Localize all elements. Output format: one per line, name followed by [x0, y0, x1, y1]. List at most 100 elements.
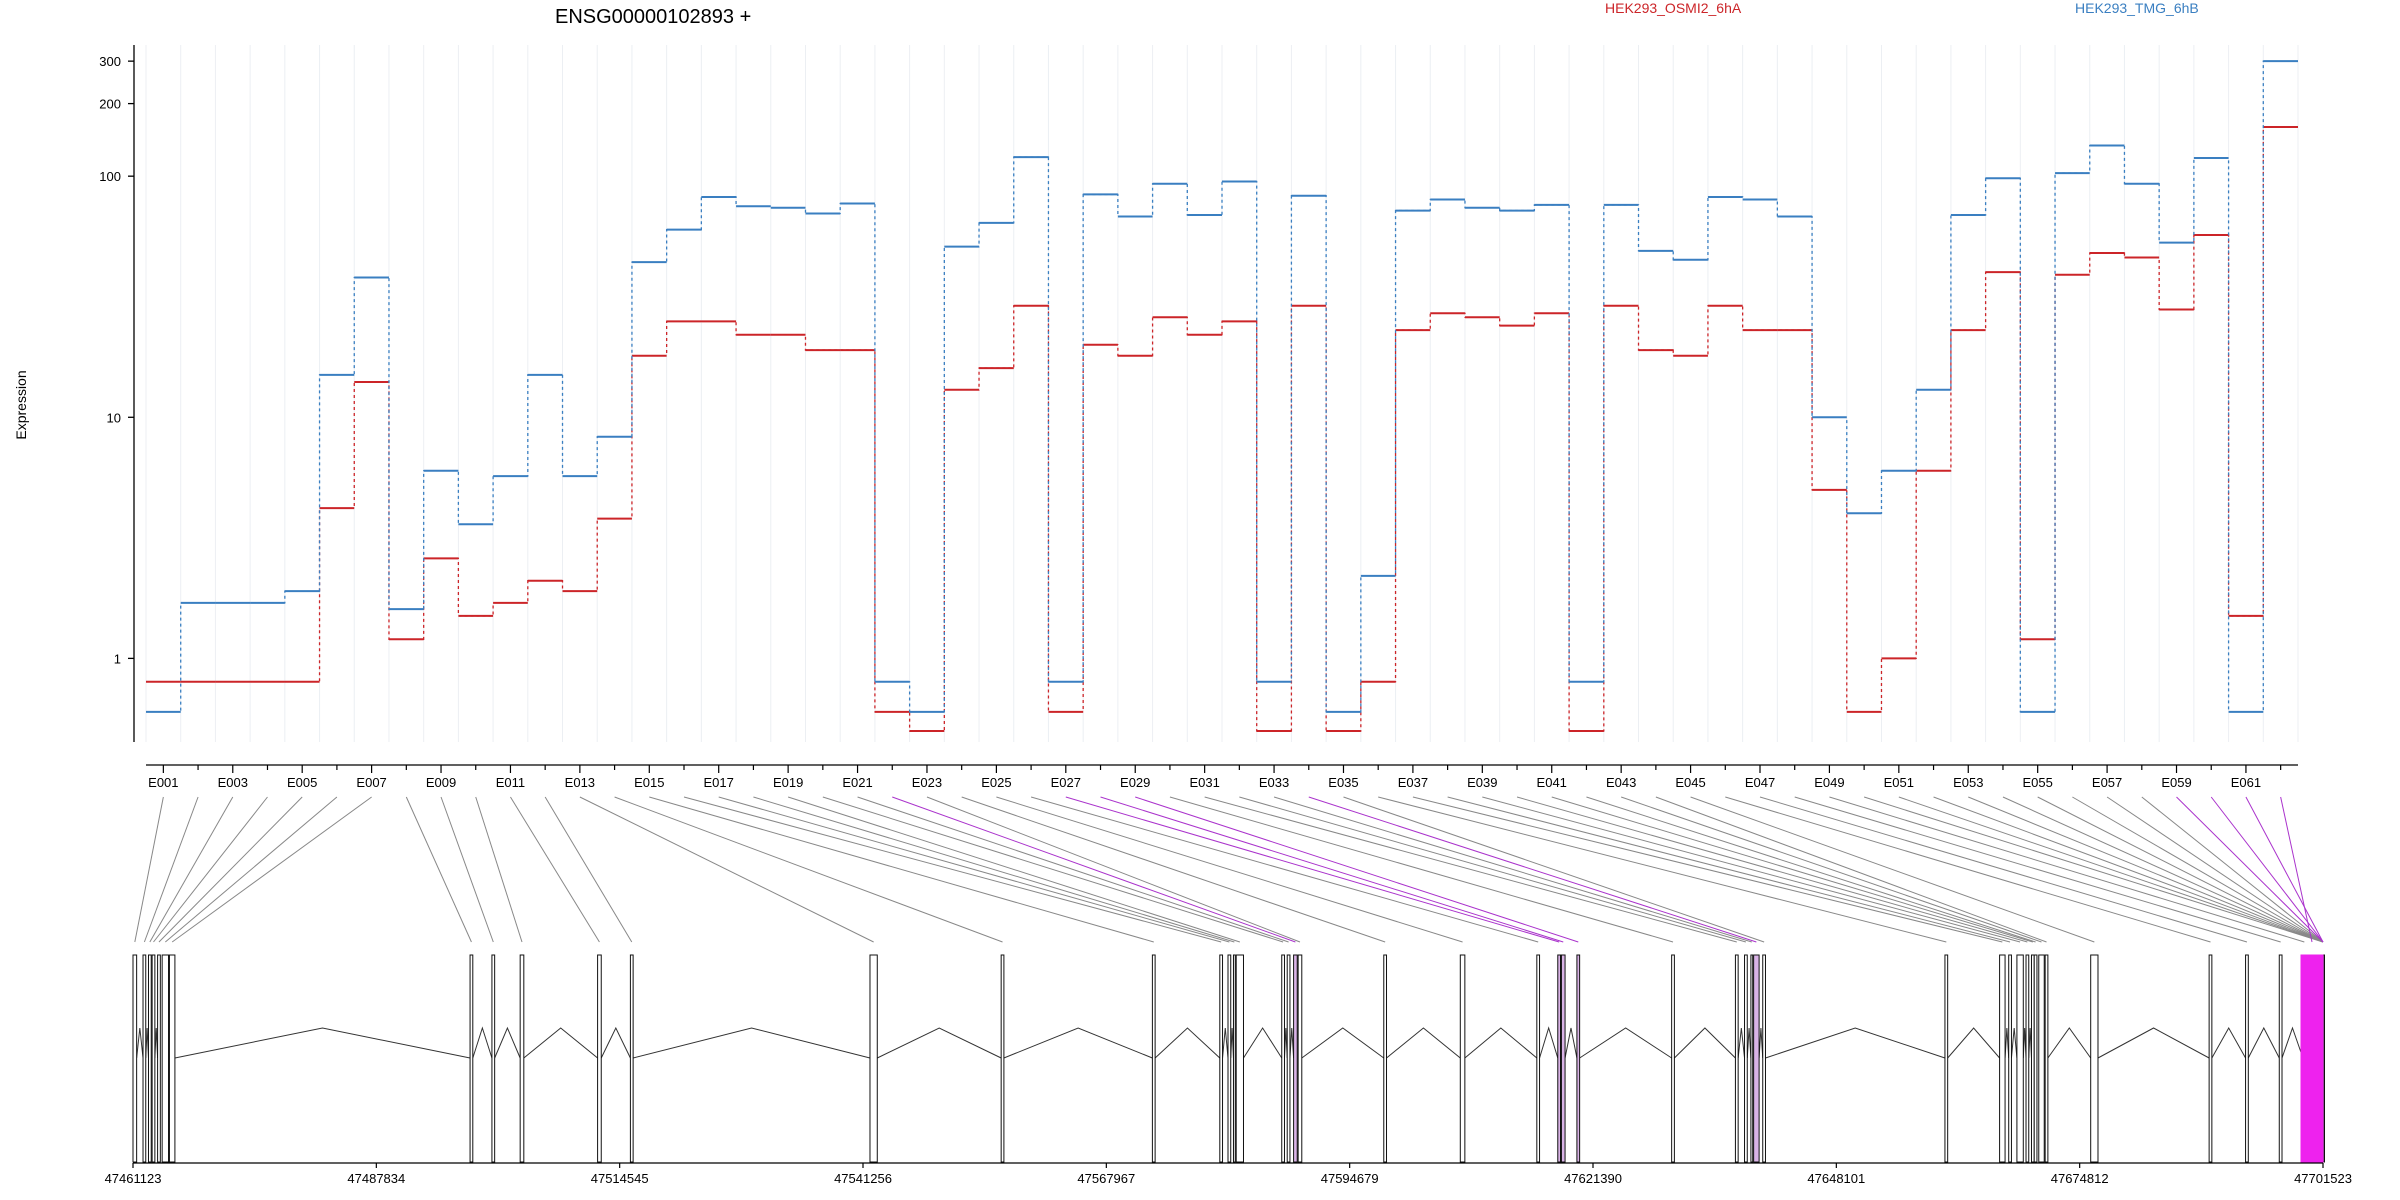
exon-box: [1219, 954, 1224, 1163]
exon-box: [2278, 954, 2283, 1163]
exon-connector: [1239, 796, 1747, 943]
intron-line: [1746, 1027, 1752, 1059]
exon-box: [2016, 954, 2024, 1163]
exon-box: [1459, 954, 1466, 1163]
exon-connector: [2106, 796, 2324, 943]
intron-line: [1564, 1027, 1578, 1059]
exon-box: [1286, 954, 1291, 1163]
exon-connector: [718, 796, 1230, 943]
exon-box: [1151, 954, 1156, 1163]
legend-entry-tmg: HEK293_TMG_6hB: [2075, 0, 2199, 16]
exon-box: [1734, 954, 1739, 1163]
exon-connector: [857, 796, 1289, 943]
exon-connector: [1794, 796, 2281, 943]
genomic-coordinate-axis: 47461123 47487834 47514545 47541256 47567967…: [105, 1162, 2352, 1186]
exon-box: [1762, 954, 1766, 1163]
exon-connector: [1586, 796, 2036, 943]
exon-tick-label: E039: [1467, 775, 1497, 790]
exon-connector: [2280, 796, 2313, 943]
genomic-tick-label: 47541256: [834, 1171, 892, 1186]
exon-tick-label: E059: [2161, 775, 2191, 790]
exon-connector: [1412, 796, 2003, 943]
intron-line: [1222, 1027, 1229, 1059]
y-tick-label: 1: [114, 651, 121, 666]
intron-line: [633, 1027, 871, 1059]
exon-box: [2208, 954, 2213, 1163]
exon-connector: [153, 796, 268, 943]
exon-connector: [1829, 796, 2305, 943]
exon-box: [1235, 954, 1244, 1163]
y-tick-label: 100: [99, 169, 121, 184]
exon-connector: [579, 796, 874, 943]
exon-box: [1753, 954, 1760, 1163]
exon-connector: [171, 796, 372, 943]
gene-model: [132, 954, 2325, 1163]
exon-box: [1000, 954, 1005, 1163]
exon-connector: [2037, 796, 2324, 943]
exon-box: [1999, 954, 2006, 1163]
exon-tick-label: E035: [1328, 775, 1358, 790]
exon-connector: [822, 796, 1284, 943]
intron-line: [2047, 1027, 2092, 1059]
exon-connector: [1100, 796, 1564, 943]
exon-tick-label: E045: [1675, 775, 1705, 790]
exon-connector: [1968, 796, 2324, 943]
exon-tick-label: E019: [773, 775, 803, 790]
intron-line: [2281, 1026, 2304, 1059]
exon-tick-label: E005: [287, 775, 317, 790]
series-lines: [146, 60, 2298, 732]
exon-connector: [1725, 796, 2211, 943]
series-line: [146, 60, 2298, 713]
exon-connector: [1898, 796, 2324, 943]
intron-line: [472, 1026, 493, 1059]
exon-connector: [1516, 796, 2028, 943]
exon-connector: [2210, 796, 2324, 943]
intron-line: [1737, 1027, 1746, 1059]
exon-connector: [926, 796, 1301, 943]
exon-connector: [1482, 796, 2021, 943]
exon-box: [2245, 954, 2249, 1163]
exon-tick-label: E011: [496, 775, 525, 790]
exon-connector: [1933, 796, 2324, 943]
exon-tick-label: E029: [1120, 775, 1150, 790]
genomic-tick-label: 47461123: [105, 1171, 162, 1186]
exon-connector: [1030, 796, 1539, 943]
exon-tick-label: E001: [148, 775, 178, 790]
exon-tick-label: E037: [1398, 775, 1428, 790]
genomic-tick-label: 47487834: [347, 1171, 405, 1186]
exon-connector: [149, 796, 234, 943]
exon-connector: [961, 796, 1386, 943]
exon-connector: [787, 796, 1240, 943]
exon-box: [132, 954, 138, 1163]
genomic-tick-label: 47594679: [1321, 1171, 1379, 1186]
intron-line: [1003, 1027, 1153, 1059]
exon-connector: [2072, 796, 2324, 943]
exon-box: [469, 954, 474, 1163]
exon-tick-label: E061: [2231, 775, 2261, 790]
exon-connector: [614, 796, 1003, 943]
exon-tick-label: E013: [565, 775, 595, 790]
exon-connector: [1343, 796, 1765, 943]
exon-tick-label: E017: [704, 775, 734, 790]
chart-title: ENSG00000102893 +: [555, 6, 751, 28]
exon-connector: [1551, 796, 2033, 943]
exon-connector: [143, 796, 199, 943]
exon-tick-label: E007: [356, 775, 386, 790]
exon-connector: [475, 796, 523, 943]
exon-box: [2044, 954, 2049, 1163]
exon-connectors: [134, 796, 2324, 943]
exon-box: [1750, 954, 1754, 1163]
exon-connector: [1655, 796, 2047, 943]
exon-connector: [1690, 796, 2095, 943]
exon-connector: [996, 796, 1463, 943]
intron-line: [1765, 1027, 1946, 1059]
exon-tick-label: E003: [218, 775, 248, 790]
intron-line: [2004, 1027, 2010, 1059]
exon-box: [1557, 954, 1562, 1163]
exon-connector: [2002, 796, 2324, 943]
exon-tick-label: E053: [1953, 775, 1983, 790]
exon-box: [2090, 954, 2099, 1163]
exon-connector: [544, 796, 633, 943]
intron-line: [877, 1027, 1002, 1059]
exon-box: [1671, 954, 1675, 1163]
